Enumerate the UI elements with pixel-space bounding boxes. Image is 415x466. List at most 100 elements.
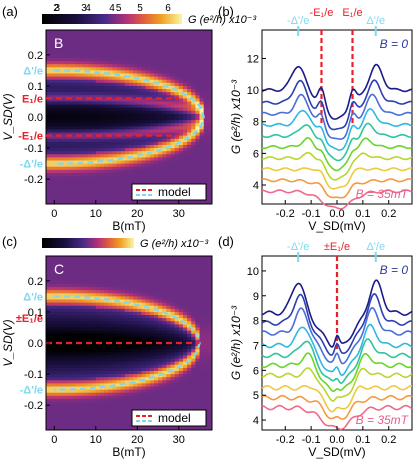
heatmap-cell — [207, 101, 213, 105]
heatmap-cell — [104, 315, 109, 319]
heatmap-cell — [170, 200, 176, 205]
heatmap-cell — [158, 42, 163, 46]
heatmap-cell — [199, 33, 205, 37]
heatmap-cell — [50, 343, 55, 347]
heatmap-cell — [66, 423, 72, 428]
heatmap-cell — [112, 185, 117, 189]
heatmap-cell — [141, 374, 146, 378]
heatmap-cell — [116, 330, 122, 335]
heatmap-cell — [75, 280, 80, 285]
heatmap-cell — [141, 336, 146, 341]
heatmap-cell — [108, 138, 113, 143]
heatmap-cell — [178, 290, 184, 294]
heatmap-cell — [141, 426, 146, 431]
heatmap-cell — [162, 172, 167, 177]
heatmap-cell — [166, 318, 171, 322]
heatmap-cell — [50, 405, 55, 409]
heatmap-cell — [87, 417, 93, 422]
heatmap-cell — [54, 392, 59, 397]
heatmap-cell — [124, 383, 130, 387]
series-line — [261, 279, 413, 348]
heatmap-cell — [87, 51, 93, 56]
heatmap-cell — [70, 426, 76, 431]
heatmap-cell — [83, 101, 88, 105]
heatmap-cell — [182, 30, 188, 34]
heatmap-cell — [62, 64, 68, 68]
heatmap-cell — [91, 129, 97, 133]
colorbar-label-a: G (e²/h) x10⁻³ — [188, 14, 256, 26]
heatmap-cell — [87, 349, 93, 353]
heatmap-cell — [166, 120, 171, 124]
heatmap-cell — [174, 277, 180, 282]
heatmap-cell — [207, 411, 213, 415]
heatmap-cell — [83, 126, 88, 130]
heatmap-cell — [141, 79, 146, 84]
heatmap-cell — [153, 349, 159, 353]
heatmap-cell — [83, 92, 88, 96]
heatmap-cell — [124, 374, 130, 378]
heatmap-cell — [124, 79, 130, 84]
heatmap-cell — [203, 370, 209, 375]
heatmap-cell — [70, 185, 76, 189]
heatmap-cell — [75, 39, 80, 43]
heatmap-cell — [199, 76, 205, 81]
heatmap-cell — [91, 402, 97, 406]
heatmap-cell — [83, 163, 88, 168]
heatmap-cell — [62, 48, 68, 53]
heatmap-cell — [83, 135, 88, 140]
heatmap-cell — [83, 33, 88, 37]
heatmap-cell — [108, 358, 113, 363]
heatmap-cell — [153, 305, 159, 310]
heatmap-cell — [79, 166, 84, 171]
heatmap-cell — [66, 343, 72, 347]
heatmap-cell — [46, 179, 51, 183]
heatmap-cell — [129, 333, 134, 338]
heatmap-cell — [46, 79, 51, 84]
heatmap-cell — [54, 277, 59, 282]
heatmap-cell — [99, 355, 105, 359]
heatmap-cell — [66, 151, 72, 155]
heatmap-cell — [62, 169, 68, 174]
heatmap-cell — [83, 259, 88, 263]
heatmap-cell — [187, 54, 192, 59]
heatmap-cell — [46, 64, 51, 68]
heatmap-cell — [174, 311, 180, 316]
heatmap-cell — [170, 330, 176, 335]
heatmap-cell — [58, 120, 63, 124]
heatmap-cell — [112, 311, 117, 316]
heatmap-cell — [158, 302, 163, 307]
heatmap-cell — [83, 110, 88, 115]
heatmap-cell — [162, 45, 167, 50]
heatmap-cell — [75, 166, 80, 171]
heatmap-cell — [207, 135, 213, 140]
heatmap-cell — [195, 67, 200, 71]
heatmap-cell — [195, 268, 200, 272]
heatmap-cell — [207, 414, 213, 418]
heatmap-cell — [70, 101, 76, 105]
heatmap-cell — [116, 104, 122, 109]
heatmap-cell — [116, 101, 122, 105]
heatmap-cell — [75, 179, 80, 183]
heatmap-cell — [83, 132, 88, 137]
heatmap-cell — [54, 333, 59, 338]
heatmap-cell — [62, 138, 68, 143]
heatmap-cell — [133, 380, 138, 384]
heatmap-cell — [137, 280, 142, 285]
heatmap-cell — [75, 61, 80, 65]
heatmap-cell — [46, 82, 51, 87]
heatmap-cell — [62, 166, 68, 171]
heatmap-cell — [50, 61, 55, 65]
heatmap-cell — [162, 200, 167, 205]
heatmap-cell — [91, 346, 97, 350]
heatmap-cell — [145, 200, 151, 205]
heatmap-cell — [75, 73, 80, 78]
heatmap-cell — [174, 132, 180, 137]
heatmap-cell — [153, 120, 159, 124]
heatmap-cell — [99, 283, 105, 288]
heatmap-cell — [124, 185, 130, 189]
heatmap-cell — [54, 191, 59, 196]
heatmap-cell — [133, 141, 138, 146]
heatmap-cell — [153, 151, 159, 155]
heatmap-cell — [170, 374, 176, 378]
y-tick-label: 12 — [247, 53, 259, 65]
